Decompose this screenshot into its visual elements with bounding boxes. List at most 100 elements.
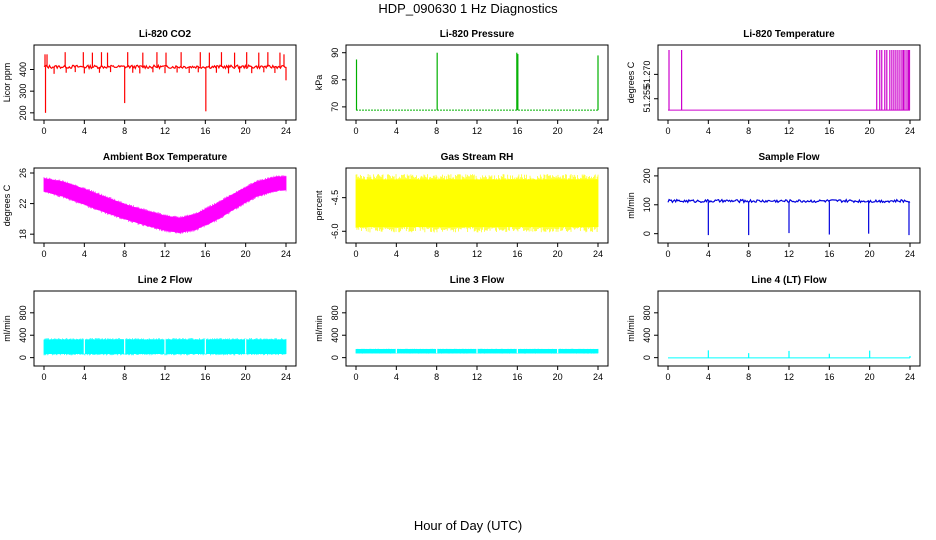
panel-title: Li-820 Temperature [743, 29, 835, 40]
x-tick-label: 8 [434, 126, 439, 136]
x-tick-label: 4 [394, 249, 399, 259]
y-tick-label: 0 [642, 231, 652, 236]
x-tick-label: 20 [865, 249, 875, 259]
panel-title: Line 3 Flow [450, 275, 505, 286]
plot-frame [33, 44, 297, 121]
x-tick-label: 16 [512, 249, 522, 259]
y-tick-label: 100 [642, 197, 652, 212]
x-tick-label: 16 [200, 126, 210, 136]
x-tick-label: 20 [241, 126, 251, 136]
panel-pressure: Li-820 Pressure kPa 0 4 8 12 16 20 24 70 80 90 [314, 29, 609, 136]
x-tick-label: 12 [472, 126, 482, 136]
y-tick-label: 400 [330, 328, 340, 343]
plot-area [43, 52, 287, 113]
x-tick-label: 0 [665, 372, 670, 382]
panel-line2: Line 2 Flow ml/min 0 4 8 12 16 20 24 0 400 800 [2, 275, 297, 382]
panel-licor_temp: Li-820 Temperature degrees C 0 4 8 12 16 20 24 51… [626, 29, 921, 136]
y-tick-label: 0 [18, 355, 28, 360]
x-tick-label: 16 [824, 372, 834, 382]
plot-area [667, 198, 911, 236]
x-tick-label: 4 [82, 126, 87, 136]
x-tick-label: 20 [865, 372, 875, 382]
plot-area [668, 350, 911, 359]
x-tick-label: 20 [241, 249, 251, 259]
x-tick-label: 16 [824, 249, 834, 259]
figure-title: HDP_090630 1 Hz Diagnostics [378, 1, 558, 16]
panel-title: Ambient Box Temperature [103, 152, 228, 163]
x-tick-label: 24 [593, 126, 603, 136]
y-tick-label: 0 [330, 355, 340, 360]
y-tick-label: 300 [18, 84, 28, 99]
x-tick-label: 8 [746, 126, 751, 136]
y-tick-label: 800 [18, 305, 28, 320]
panel-rh: Gas Stream RH percent 0 4 8 12 16 20 24 -6.0 -4.5 [314, 152, 609, 259]
x-tick-label: 4 [706, 249, 711, 259]
x-tick-label: 8 [434, 372, 439, 382]
x-tick-label: 24 [905, 372, 915, 382]
x-tick-label: 20 [553, 249, 563, 259]
x-tick-label: 24 [593, 372, 603, 382]
x-tick-label: 12 [160, 126, 170, 136]
x-tick-label: 8 [746, 249, 751, 259]
panel-line4: Line 4 (LT) Flow ml/min 0 4 8 12 16 20 24 0 400 800 [626, 275, 921, 382]
y-tick-label: 90 [330, 48, 340, 58]
x-tick-label: 24 [281, 372, 291, 382]
y-axis-label: kPa [314, 75, 324, 91]
x-tick-label: 8 [122, 372, 127, 382]
x-tick-label: 12 [784, 249, 794, 259]
plot-frame [657, 44, 921, 121]
x-tick-label: 0 [41, 372, 46, 382]
x-tick-label: 12 [784, 372, 794, 382]
x-tick-label: 4 [394, 126, 399, 136]
x-tick-label: 16 [512, 372, 522, 382]
x-tick-label: 24 [281, 249, 291, 259]
y-axis-label: degrees C [2, 184, 12, 226]
x-tick-label: 12 [784, 126, 794, 136]
x-tick-label: 24 [281, 126, 291, 136]
x-tick-label: 4 [706, 126, 711, 136]
x-tick-label: 0 [665, 249, 670, 259]
plot-area [43, 338, 287, 356]
x-tick-label: 8 [434, 249, 439, 259]
x-tick-label: 12 [160, 249, 170, 259]
x-tick-label: 8 [122, 126, 127, 136]
x-tick-label: 12 [472, 372, 482, 382]
x-tick-label: 0 [665, 126, 670, 136]
y-tick-label: 400 [642, 328, 652, 343]
x-tick-label: 0 [353, 249, 358, 259]
y-tick-label: 800 [642, 305, 652, 320]
x-tick-label: 0 [353, 372, 358, 382]
x-tick-label: 4 [706, 372, 711, 382]
x-tick-label: 0 [353, 126, 358, 136]
y-tick-label: 51.255 [642, 85, 652, 113]
y-tick-label: 18 [18, 229, 28, 239]
panel-title: Gas Stream RH [441, 152, 514, 163]
panel-line3: Line 3 Flow ml/min 0 4 8 12 16 20 24 0 400 800 [314, 275, 609, 382]
y-tick-label: -4.5 [330, 190, 340, 206]
x-tick-label: 24 [905, 126, 915, 136]
x-tick-label: 20 [553, 126, 563, 136]
x-tick-label: 16 [512, 126, 522, 136]
x-tick-label: 16 [824, 126, 834, 136]
plot-area [355, 174, 599, 233]
x-tick-label: 12 [160, 372, 170, 382]
plot-frame [345, 44, 609, 121]
plot-area [355, 348, 599, 354]
x-tick-label: 4 [82, 372, 87, 382]
y-axis-label: ml/min [626, 315, 636, 342]
x-tick-label: 4 [394, 372, 399, 382]
y-tick-label: 51.270 [642, 61, 652, 89]
y-tick-label: 400 [18, 328, 28, 343]
x-tick-label: 20 [865, 126, 875, 136]
y-tick-label: 200 [642, 168, 652, 183]
panel-co2: Li-820 CO2 Licor ppm 0 4 8 12 16 20 24 200 300 400 [2, 29, 297, 136]
y-tick-label: 26 [18, 168, 28, 178]
y-axis-label: ml/min [2, 315, 12, 342]
y-axis-label: ml/min [626, 192, 636, 219]
plot-frame [345, 290, 609, 367]
panel-box_temp: Ambient Box Temperature degrees C 0 4 8 12 16 2… [2, 152, 297, 259]
y-tick-label: -6.0 [330, 224, 340, 240]
panel-sample_flow: Sample Flow ml/min 0 4 8 12 16 20 24 0 100 200 [626, 152, 921, 259]
